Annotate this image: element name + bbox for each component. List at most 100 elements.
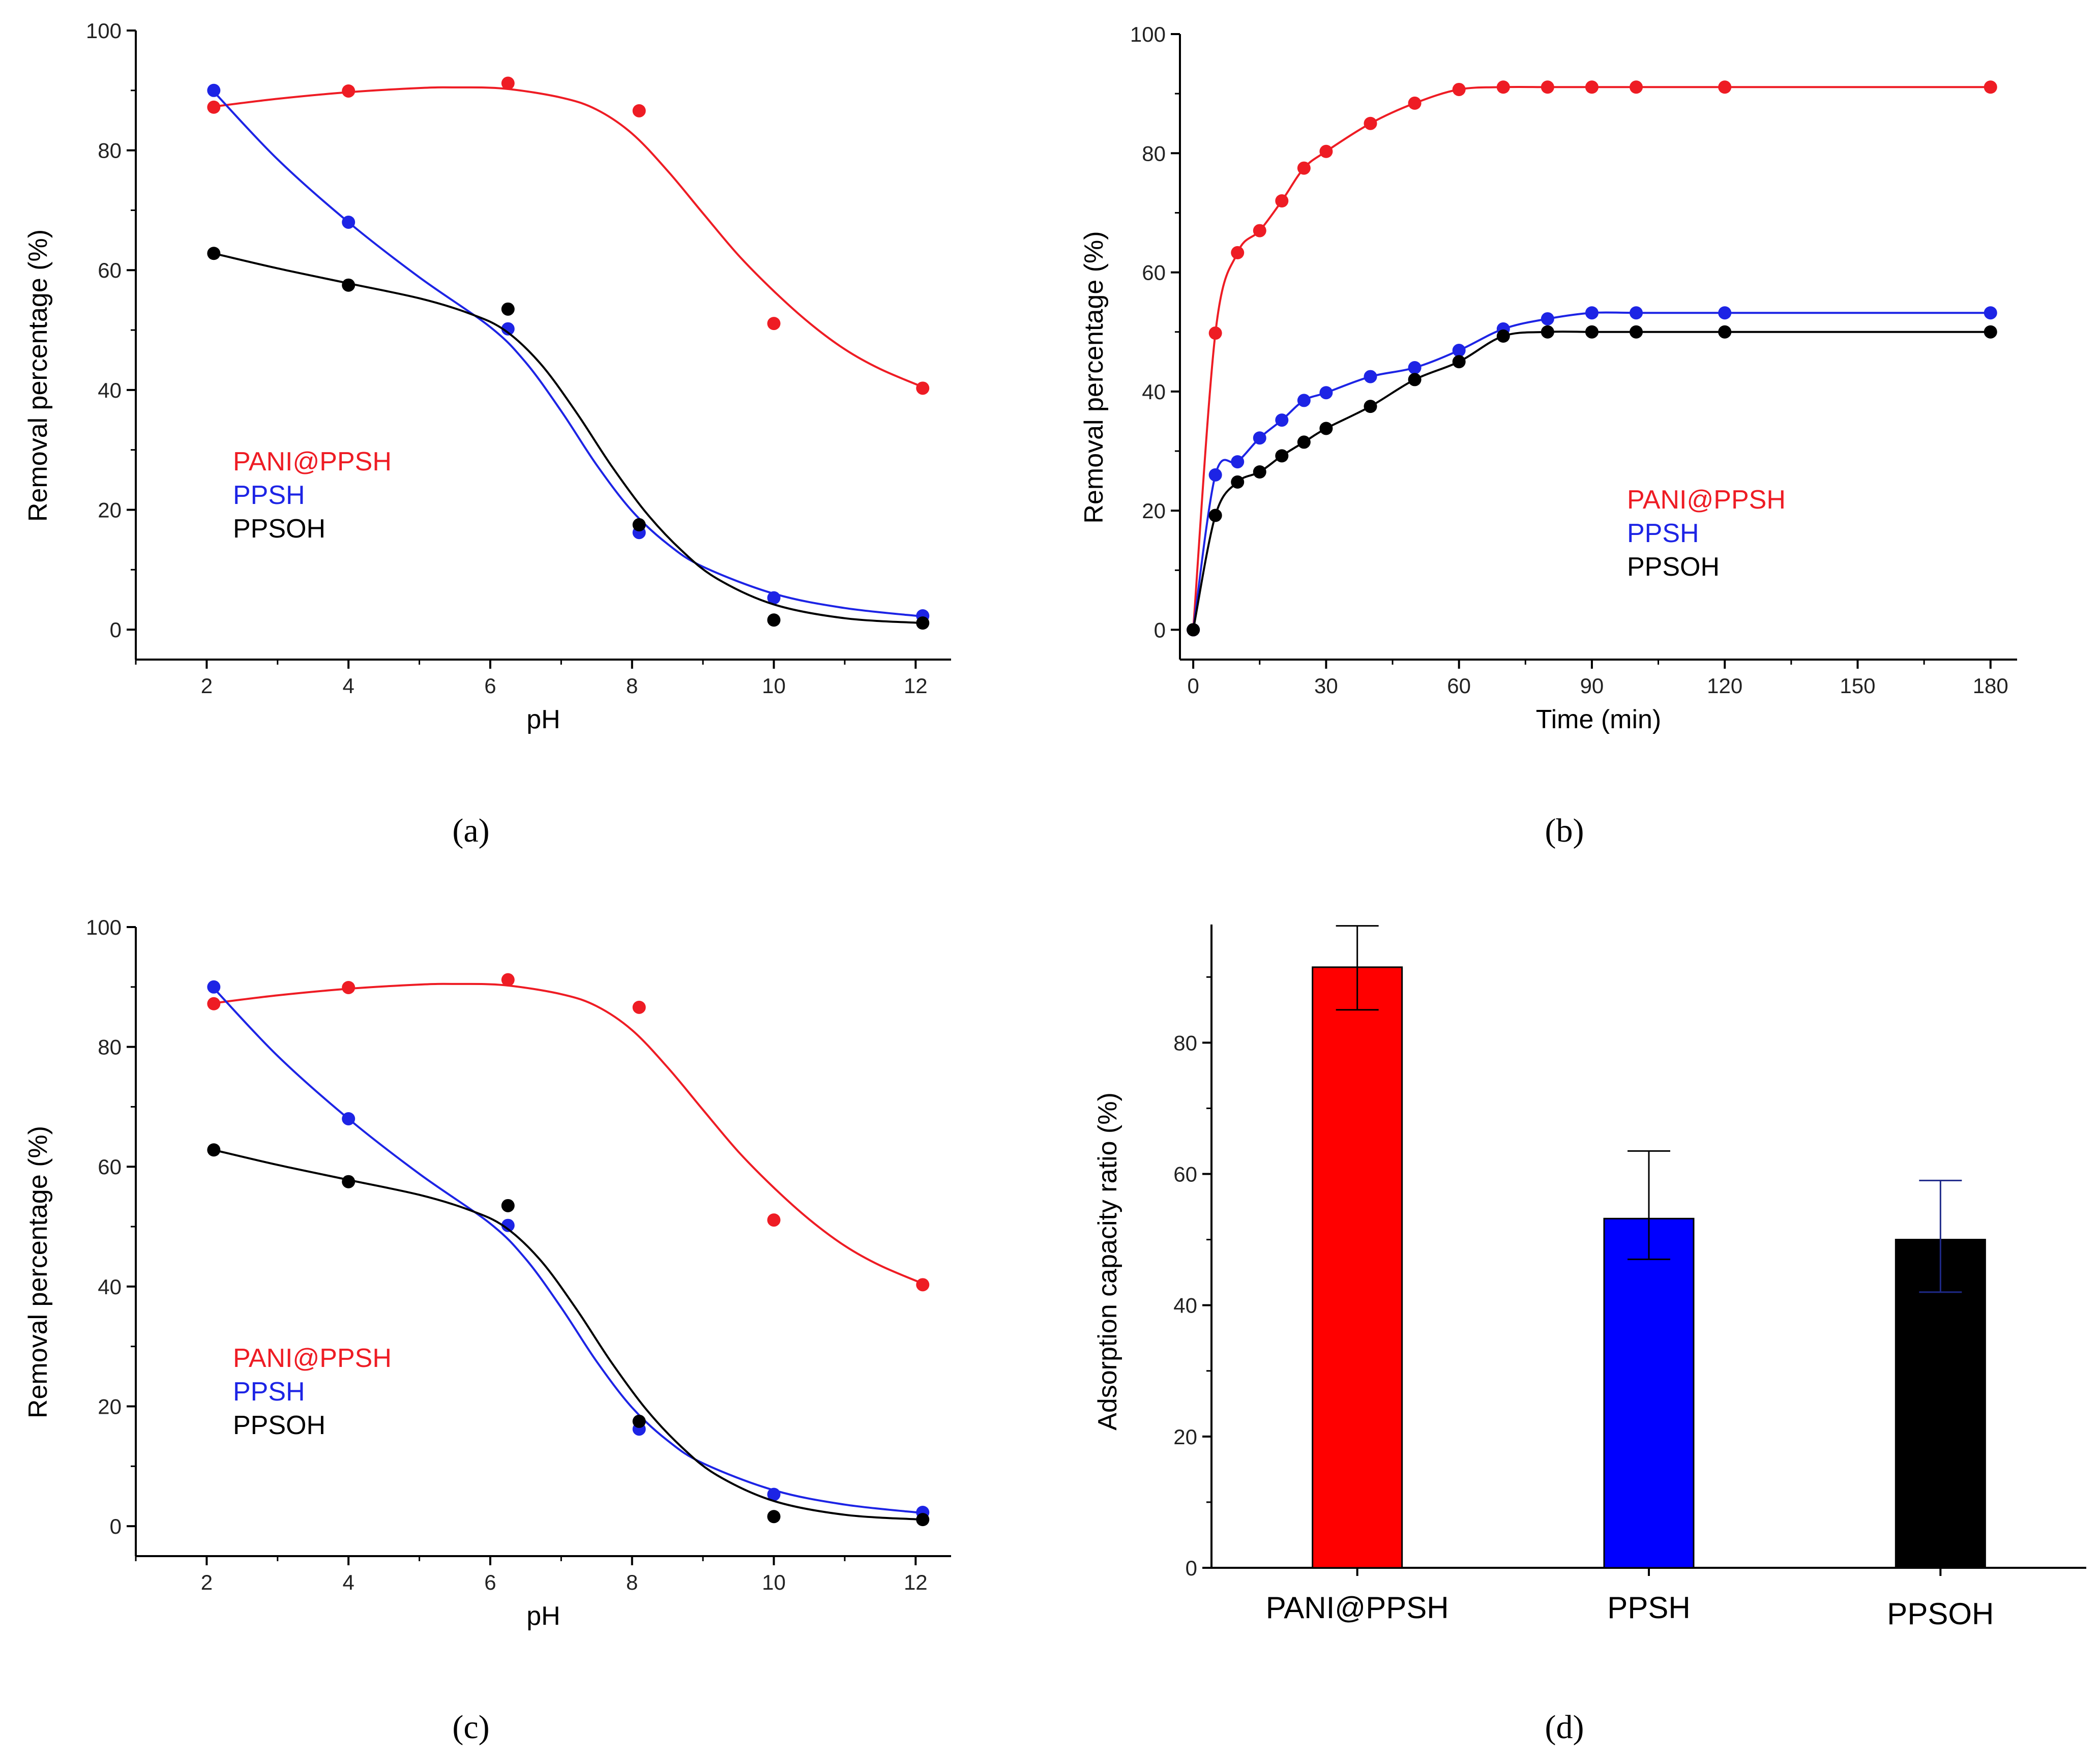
data-point-ppsoh [767, 613, 781, 627]
data-point-ppsoh [916, 616, 930, 630]
data-point-ppsoh [1452, 355, 1466, 369]
data-point-ppsoh [632, 518, 646, 531]
data-point-pani-ppsh [342, 84, 356, 98]
legend-label-ppsoh: PPSOH [233, 1411, 326, 1440]
y-tick-label: 100 [86, 915, 122, 939]
data-point-pani-ppsh [632, 104, 646, 117]
x-tick-label: 90 [1580, 674, 1604, 698]
y-tick-label: 20 [1173, 1425, 1197, 1449]
data-point-ppsh [1319, 386, 1333, 400]
data-point-ppsoh [1208, 509, 1222, 522]
series-line-ppsh [1192, 311, 1991, 630]
series-line-ppsoh [213, 252, 923, 624]
bar-ppsoh [1895, 1239, 1986, 1569]
x-tick-label: 10 [762, 1570, 786, 1594]
y-tick-label: 60 [98, 1155, 122, 1179]
data-point-ppsh [342, 1112, 356, 1125]
x-tick-label: 12 [904, 1570, 928, 1594]
data-point-ppsh [1364, 370, 1377, 383]
data-point-pani-ppsh [767, 317, 781, 331]
error-bar-ppsoh [1919, 1179, 1962, 1293]
x-tick-label: 10 [762, 674, 786, 698]
x-tick-label: 6 [484, 1570, 496, 1594]
data-point-ppsh [1275, 413, 1289, 427]
y-tick-label: 40 [1173, 1294, 1197, 1318]
data-point-ppsoh [1718, 325, 1732, 339]
data-point-pani-ppsh [1319, 144, 1333, 158]
category-label-pani-ppsh: PANI@PPSH [1266, 1591, 1449, 1625]
data-point-pani-ppsh [207, 100, 221, 114]
data-point-pani-ppsh [342, 980, 356, 994]
data-point-ppsoh [632, 1414, 646, 1428]
data-point-ppsh [1253, 431, 1266, 445]
y-tick-label: 80 [1173, 1031, 1197, 1055]
legend-label-ppsh: PPSH [233, 1377, 305, 1407]
data-point-ppsoh [501, 302, 515, 316]
error-bar-pani-ppsh [1336, 925, 1379, 1011]
data-point-pani-ppsh [1585, 80, 1599, 94]
y-tick-label: 0 [1186, 1556, 1197, 1580]
x-tick-label: 4 [342, 674, 354, 698]
y-tick-label: 80 [1142, 141, 1166, 165]
series-line-pani-ppsh [214, 982, 923, 1285]
x-axis-title: Time (min) [1536, 705, 1662, 734]
data-point-ppsh [1208, 468, 1222, 482]
data-point-ppsoh [1275, 449, 1289, 463]
data-point-ppsoh [342, 1175, 356, 1188]
legend-label-pani-ppsh: PANI@PPSH [233, 1344, 392, 1373]
data-point-pani-ppsh [1208, 326, 1222, 340]
series-ppsh [207, 83, 930, 622]
legend-label-pani-ppsh: PANI@PPSH [233, 447, 392, 476]
x-axis-title: pH [526, 1601, 560, 1631]
data-point-ppsh [1630, 306, 1643, 320]
y-tick-label: 0 [110, 1514, 122, 1538]
data-point-ppsoh [1496, 329, 1510, 343]
data-point-ppsh [207, 980, 221, 994]
y-tick-label: 20 [98, 1394, 122, 1418]
data-point-ppsoh [1364, 400, 1377, 413]
data-point-ppsh [1585, 306, 1599, 320]
x-tick-label: 2 [201, 674, 213, 698]
bar-ppsh [1603, 1217, 1695, 1569]
legend-label-pani-ppsh: PANI@PPSH [1627, 485, 1786, 515]
y-tick-label: 0 [1154, 618, 1166, 642]
data-point-pani-ppsh [1297, 161, 1311, 175]
data-point-ppsh [767, 591, 781, 605]
data-point-ppsh [767, 1487, 781, 1501]
x-tick-label: 0 [1187, 674, 1199, 698]
data-point-pani-ppsh [632, 1000, 646, 1014]
y-axis-title: Adsorption capacity ratio (%) [1093, 1092, 1122, 1431]
x-tick-label: 180 [1973, 674, 2008, 698]
data-point-pani-ppsh [916, 1278, 930, 1292]
data-point-ppsh [1718, 306, 1732, 320]
category-label-ppsh: PPSH [1607, 1591, 1690, 1625]
data-point-ppsoh [767, 1510, 781, 1524]
data-point-pani-ppsh [1496, 80, 1510, 94]
series-line-ppsoh [213, 1149, 923, 1521]
data-point-pani-ppsh [1541, 80, 1554, 94]
y-tick-label: 40 [98, 378, 122, 402]
x-tick-label: 6 [484, 674, 496, 698]
y-tick-label: 60 [1173, 1163, 1197, 1186]
y-tick-label: 40 [98, 1275, 122, 1299]
data-point-ppsoh [1187, 623, 1200, 637]
y-axis-title: Removal percentage (%) [23, 229, 53, 522]
legend-label-ppsoh: PPSOH [1627, 552, 1720, 582]
data-point-pani-ppsh [1253, 224, 1266, 237]
data-point-ppsoh [1541, 325, 1554, 339]
x-tick-label: 2 [201, 1570, 213, 1594]
data-point-pani-ppsh [767, 1213, 781, 1227]
data-point-ppsh [1984, 306, 1997, 320]
error-bar-ppsh [1628, 1150, 1670, 1260]
data-point-pani-ppsh [1452, 82, 1466, 96]
panel-c-chart: 0 20 40 60 80 100 2 4 6 8 10 12 Removal percentage (… [23, 915, 951, 1631]
data-point-ppsh [342, 215, 356, 229]
y-tick-label: 40 [1142, 380, 1166, 404]
y-tick-label: 100 [86, 19, 122, 43]
data-point-pani-ppsh [1275, 194, 1289, 207]
series-line-pani-ppsh [1192, 85, 1991, 630]
data-point-ppsoh [916, 1513, 930, 1527]
panel-a-chart: 0 20 40 60 80 100 2 4 6 8 10 12 Removal percentage (… [23, 19, 951, 734]
legend-label-ppsh: PPSH [1627, 519, 1699, 548]
data-point-ppsoh [207, 1143, 221, 1157]
